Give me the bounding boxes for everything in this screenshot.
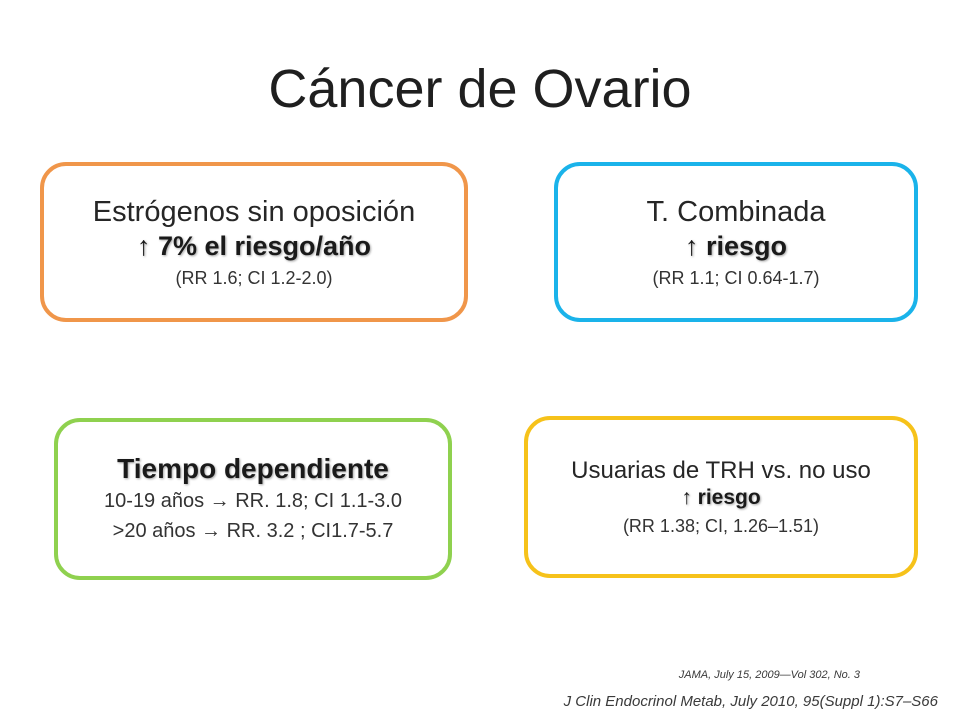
time-line-1: 10-19 años → RR. 1.8; CI 1.1-3.0 (104, 489, 402, 512)
reference-jama: JAMA, July 15, 2009—Vol 302, No. 3 (678, 669, 860, 681)
users-highlight: ↑ riesgo (681, 486, 761, 510)
slide-title: Cáncer de Ovario (268, 59, 692, 119)
combined-therapy-box: T. Combinada ↑ riesgo (RR 1.1; CI 0.64-1… (554, 162, 918, 322)
time-dependent-box: Tiempo dependiente 10-19 años → RR. 1.8;… (54, 418, 452, 580)
combined-highlight: ↑ riesgo (684, 230, 788, 261)
time-line-2: >20 años → RR. 3.2 ; CI1.7-5.7 (112, 519, 394, 542)
time-heading: Tiempo dependiente (117, 453, 389, 485)
unopposed-estrogen-box: Estrógenos sin oposición ↑ 7% el riesgo/… (40, 162, 468, 322)
users-heading: Usuarias de TRH vs. no uso (571, 456, 871, 484)
combined-heading: T. Combinada (646, 195, 826, 228)
combined-detail: (RR 1.1; CI 0.64-1.7) (652, 268, 820, 289)
unopposed-detail: (RR 1.6; CI 1.2-2.0) (175, 268, 333, 289)
references: JAMA, July 15, 2009—Vol 302, No. 3 J Cli… (564, 669, 938, 710)
unopposed-highlight: ↑ 7% el riesgo/año (136, 230, 372, 261)
trh-users-box: Usuarias de TRH vs. no uso ↑ riesgo (RR … (524, 416, 918, 578)
reference-jcem: J Clin Endocrinol Metab, July 2010, 95(S… (563, 693, 938, 710)
unopposed-heading: Estrógenos sin oposición (92, 195, 416, 228)
users-detail: (RR 1.38; CI, 1.26–1.51) (622, 516, 820, 537)
